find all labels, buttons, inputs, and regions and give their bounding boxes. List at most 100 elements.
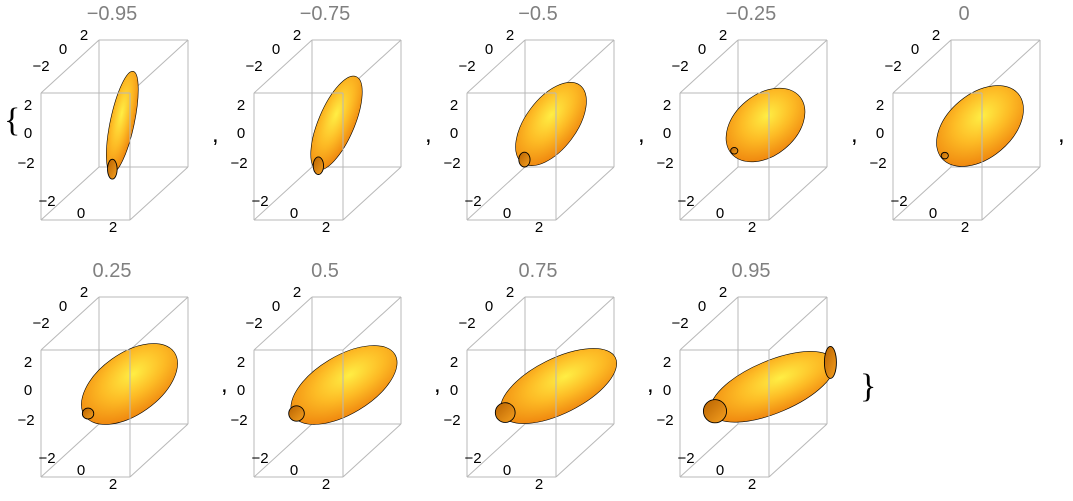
list-separator: ,	[638, 121, 645, 148]
tick-label-left: 2	[24, 97, 32, 114]
tick-label-bottom: −2	[890, 193, 907, 210]
tick-label-left: −2	[230, 412, 247, 429]
tick-label-bottom: 2	[535, 219, 543, 236]
list-separator: ,	[212, 121, 219, 148]
tick-label-top: 0	[485, 41, 493, 58]
panel-title: −0.75	[300, 3, 351, 25]
tick-label-bottom: −2	[464, 450, 481, 467]
list-separator: ,	[221, 371, 228, 398]
surface-cap	[107, 158, 118, 180]
tick-label-bottom: −2	[251, 193, 268, 210]
tick-label-top: 0	[272, 41, 280, 58]
box-edge	[342, 296, 402, 351]
tick-label-bottom: 0	[77, 462, 85, 479]
tick-label-bottom: −2	[38, 193, 55, 210]
tick-label-top: −2	[458, 58, 475, 75]
box-edge	[129, 296, 189, 351]
box-edge	[768, 423, 828, 478]
tick-label-top: −2	[671, 58, 688, 75]
tick-label-left: 2	[237, 354, 245, 371]
tick-label-top: 0	[698, 298, 706, 315]
tick-label-bottom: −2	[38, 450, 55, 467]
tick-label-bottom: −2	[251, 450, 268, 467]
box-edge	[466, 296, 526, 351]
tick-label-left: 0	[450, 125, 458, 142]
ellipsoid-surface	[106, 70, 139, 174]
ellipsoid-surface	[936, 85, 1024, 167]
tick-label-bottom: −2	[677, 193, 694, 210]
tick-label-top: −2	[32, 58, 49, 75]
box-edge	[679, 423, 739, 478]
tick-label-top: −2	[245, 315, 262, 332]
box-edge	[466, 423, 526, 478]
tick-label-bottom: 0	[290, 205, 298, 222]
tick-label-left: 2	[663, 97, 671, 114]
surface-cap	[518, 151, 531, 168]
tick-label-bottom: 0	[716, 205, 724, 222]
tick-label-top: 2	[80, 284, 88, 301]
list-separator: ,	[434, 371, 441, 398]
tick-label-left: 0	[663, 125, 671, 142]
surface-cap	[312, 156, 324, 175]
box-edge	[40, 423, 100, 478]
panel-title: 0.75	[519, 260, 558, 282]
ellipsoid-surface	[710, 351, 836, 423]
tick-label-bottom: 2	[748, 219, 756, 236]
tick-label-bottom: 0	[929, 205, 937, 222]
tick-label-left: −2	[656, 155, 673, 172]
tick-label-left: −2	[443, 412, 460, 429]
box-edge	[129, 39, 189, 94]
tick-label-bottom: 2	[535, 476, 543, 493]
tick-label-left: 2	[876, 97, 884, 114]
tick-label-bottom: 0	[77, 205, 85, 222]
tick-label-left: −2	[869, 155, 886, 172]
box-edge	[768, 166, 828, 221]
tick-label-left: −2	[656, 412, 673, 429]
tick-label-top: 2	[932, 27, 940, 44]
tick-label-top: 0	[911, 41, 919, 58]
box-edge	[129, 423, 189, 478]
tick-label-left: 0	[24, 382, 32, 399]
tick-label-left: 0	[876, 125, 884, 142]
surface-cap	[823, 345, 837, 379]
box-edge	[555, 166, 615, 221]
tick-label-bottom: −2	[677, 450, 694, 467]
box-edge	[892, 166, 952, 221]
tick-label-top: 0	[59, 41, 67, 58]
tick-label-bottom: 2	[322, 476, 330, 493]
list-separator: ,	[647, 371, 654, 398]
panel-title: 0	[958, 3, 969, 25]
tick-label-bottom: −2	[464, 193, 481, 210]
ellipsoid-surface	[515, 82, 587, 166]
tick-label-left: −2	[230, 155, 247, 172]
box-edge	[679, 296, 739, 351]
tick-label-left: −2	[17, 155, 34, 172]
tick-label-bottom: 2	[961, 219, 969, 236]
panel-title: −0.5	[518, 3, 557, 25]
tick-label-top: 2	[293, 27, 301, 44]
box-edge	[768, 296, 828, 351]
tick-label-bottom: 0	[503, 462, 511, 479]
tick-label-top: 2	[719, 284, 727, 301]
tick-label-bottom: 2	[322, 219, 330, 236]
surface-cap	[940, 151, 949, 160]
close-brace: }	[860, 368, 876, 405]
tick-label-top: 2	[506, 27, 514, 44]
tick-label-top: −2	[32, 315, 49, 332]
box-edge	[892, 39, 952, 94]
ellipsoid-surface	[310, 75, 363, 171]
box-edge	[466, 39, 526, 94]
box-edge	[555, 296, 615, 351]
surface-cap	[730, 147, 739, 155]
tick-label-bottom: 0	[503, 205, 511, 222]
box-edge	[129, 166, 189, 221]
box-edge	[253, 296, 313, 351]
